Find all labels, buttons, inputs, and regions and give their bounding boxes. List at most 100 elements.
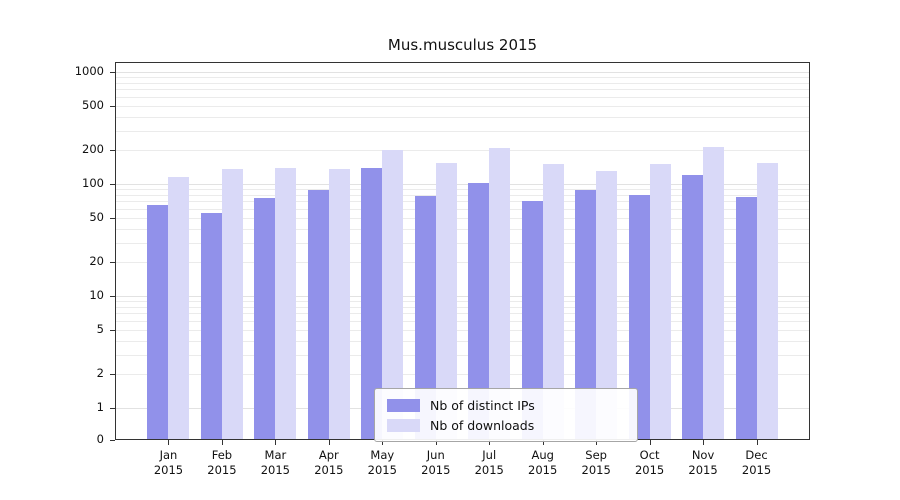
gridline: [116, 313, 809, 315]
x-tick-mark: [168, 440, 170, 445]
x-tick-mark: [221, 440, 223, 445]
legend-label-downloads: Nb of downloads: [430, 417, 535, 433]
gridline: [116, 340, 809, 342]
legend-swatch-downloads: [387, 418, 420, 432]
x-tick-mark: [489, 440, 491, 445]
bar-downloads-apr: [328, 169, 350, 439]
bar-downloads-may: [382, 150, 404, 439]
x-tick-mark: [328, 440, 330, 445]
x-tick-month: Jul: [482, 448, 497, 462]
y-tick-mark: [110, 262, 115, 264]
x-tick-year: 2015: [207, 463, 237, 477]
gridline: [116, 116, 809, 118]
y-tick-label: 200: [82, 142, 104, 157]
y-tick-mark: [110, 440, 115, 441]
x-tick-year: 2015: [528, 463, 558, 477]
bar-downloads-jan: [168, 177, 190, 439]
x-tick-mark: [703, 440, 705, 445]
x-tick-month: Dec: [745, 448, 768, 462]
gridline: [116, 320, 809, 322]
gridline: [116, 354, 809, 356]
x-tick-mark: [649, 440, 651, 445]
legend-item-downloads: Nb of downloads: [387, 415, 627, 435]
x-tick-month: May: [370, 448, 395, 462]
x-tick-label-jun: Jun 2015: [401, 448, 471, 478]
x-tick-label-jul: Jul 2015: [454, 448, 524, 478]
x-tick-label-sep: Sep 2015: [561, 448, 631, 478]
legend-item-distinct-ips: Nb of distinct IPs: [387, 395, 627, 415]
x-tick-year: 2015: [367, 463, 397, 477]
gridline: [116, 130, 809, 132]
bar-distinct-ips-jun: [414, 196, 436, 439]
y-tick-label: 20: [89, 254, 104, 269]
y-tick-label: 10: [89, 288, 104, 302]
y-tick-mark: [110, 217, 115, 219]
gridline: [116, 242, 809, 244]
y-tick-label: 5: [96, 321, 104, 336]
gridline: [116, 96, 809, 98]
gridline: [116, 329, 809, 331]
x-tick-month: Apr: [318, 448, 339, 462]
x-tick-mark: [756, 440, 758, 445]
bar-distinct-ips-sep: [575, 190, 597, 439]
x-tick-year: 2015: [474, 463, 504, 477]
x-tick-label-dec: Dec 2015: [722, 448, 792, 478]
x-tick-mark: [275, 440, 277, 445]
x-tick-month: Mar: [264, 448, 287, 462]
gridline: [116, 105, 809, 107]
bar-distinct-ips-mar: [254, 197, 276, 439]
bar-downloads-oct: [649, 164, 671, 439]
x-tick-month: Aug: [531, 448, 554, 462]
x-tick-month: Nov: [691, 448, 715, 462]
x-tick-label-oct: Oct 2015: [615, 448, 685, 478]
x-tick-year: 2015: [581, 463, 611, 477]
bar-downloads-aug: [542, 164, 564, 439]
gridline: [116, 89, 809, 91]
x-tick-mark: [596, 440, 598, 445]
gridline: [116, 374, 809, 376]
gridline: [116, 194, 809, 196]
legend-swatch-distinct-ips: [387, 398, 420, 412]
x-tick-label-mar: Mar 2015: [240, 448, 310, 478]
gridline: [116, 228, 809, 230]
bar-distinct-ips-feb: [200, 213, 222, 439]
x-tick-mark: [435, 440, 437, 445]
y-tick-mark: [110, 105, 115, 107]
x-tick-label-jan: Jan 2015: [133, 448, 203, 478]
x-tick-year: 2015: [260, 463, 291, 477]
gridline: [116, 77, 809, 79]
bar-downloads-sep: [596, 171, 618, 439]
gridline: [116, 72, 809, 73]
y-tick-label: 2: [96, 366, 104, 381]
y-tick-label: 500: [82, 97, 104, 112]
x-tick-year: 2015: [153, 463, 184, 477]
gridline: [116, 306, 809, 308]
gridline: [116, 217, 809, 219]
y-tick-label: 50: [89, 209, 104, 224]
x-tick-mark: [542, 440, 544, 445]
x-tick-month: Jun: [426, 448, 445, 462]
bar-distinct-ips-nov: [682, 175, 704, 439]
x-tick-year: 2015: [421, 463, 451, 477]
gridline: [116, 184, 809, 185]
x-tick-year: 2015: [688, 463, 718, 477]
gridline: [116, 262, 809, 264]
y-tick-mark: [110, 296, 115, 297]
y-tick-mark: [110, 408, 115, 409]
bar-downloads-jul: [489, 147, 511, 439]
chart-title: Mus.musculus 2015: [387, 36, 538, 54]
bar-downloads-feb: [221, 169, 243, 439]
bar-downloads-nov: [703, 146, 725, 439]
x-tick-year: 2015: [741, 463, 772, 477]
bar-distinct-ips-may: [361, 167, 383, 439]
bar-downloads-dec: [756, 162, 778, 439]
y-tick-mark: [110, 150, 115, 152]
legend: Nb of distinct IPs Nb of downloads: [374, 388, 638, 442]
x-tick-label-apr: Apr 2015: [294, 448, 364, 478]
x-tick-month: Jan: [159, 448, 178, 462]
bar-distinct-ips-jul: [468, 182, 490, 439]
x-tick-label-nov: Nov 2015: [668, 448, 738, 478]
gridline: [116, 201, 809, 203]
y-tick-label: 0: [96, 432, 104, 446]
x-tick-mark: [382, 440, 384, 445]
